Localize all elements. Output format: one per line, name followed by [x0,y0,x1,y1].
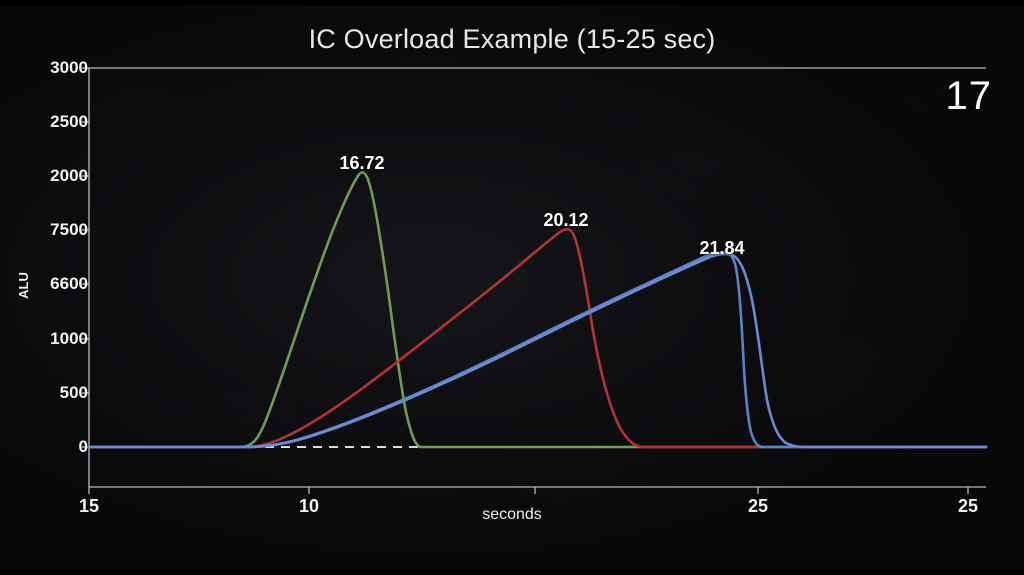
peak-annotation-blue: 21.84 [699,238,745,258]
chart-axes [88,67,986,488]
series-line-red [87,228,988,449]
y-tick-label: 7500 [50,220,88,239]
page-title: IC Overload Example (15-25 sec) [308,24,716,54]
y-tick-label: 500 [59,383,88,402]
x-axis-ticks [88,487,969,494]
x-tick-label: 25 [747,496,769,516]
letterbox-bottom [0,569,1024,575]
x-tick-label: 25 [957,496,979,516]
x-axis-title: seconds [482,506,542,523]
chart-series-group [87,171,988,449]
y-tick-label: 2000 [50,166,88,185]
series-line-green [87,171,988,449]
y-tick-label: 2500 [50,112,88,131]
x-tick-label: 10 [298,496,320,516]
y-tick-label: 0 [78,437,88,456]
peak-annotation-red: 20.12 [543,210,589,230]
y-tick-label: 3000 [50,58,88,77]
y-axis-title: ALU [15,272,31,299]
slide-number: 17 [945,74,992,118]
x-tick-label: 15 [78,496,100,516]
letterbox-top [0,0,1024,6]
y-tick-label: 6600 [50,274,88,293]
y-axis-ticks [82,67,89,448]
series-line-blue_1 [87,251,988,449]
series-line-blue_2 [87,252,988,449]
y-tick-label: 1000 [50,329,88,348]
peak-annotation-green: 16.72 [339,153,385,173]
